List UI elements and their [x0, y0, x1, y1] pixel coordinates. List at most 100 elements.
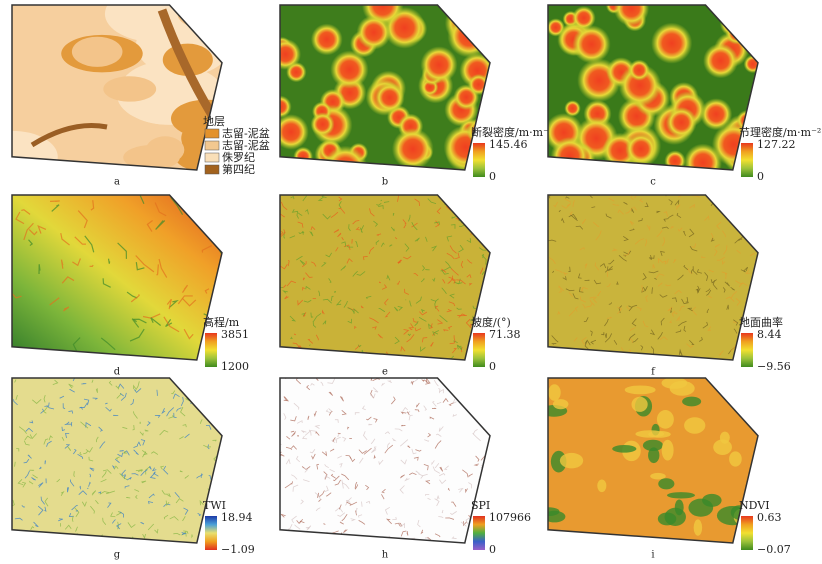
texture — [358, 449, 367, 454]
texture — [465, 195, 471, 202]
texture — [446, 309, 453, 313]
texture — [139, 421, 141, 424]
texture — [458, 313, 466, 318]
texture — [291, 474, 298, 480]
texture — [568, 266, 571, 272]
density-blob — [618, 63, 662, 107]
texture — [386, 274, 391, 281]
texture — [280, 213, 285, 218]
texture — [123, 450, 130, 456]
texture — [548, 239, 557, 242]
vegetation — [688, 498, 714, 517]
texture — [432, 332, 436, 336]
map-outline — [547, 194, 759, 361]
texture — [315, 507, 321, 512]
map-outline — [11, 4, 223, 171]
texture — [672, 312, 678, 315]
texture — [706, 289, 712, 296]
valley — [51, 204, 60, 212]
texture — [628, 333, 636, 341]
texture — [735, 358, 741, 360]
texture — [584, 263, 588, 269]
texture — [381, 284, 388, 290]
texture — [309, 231, 314, 237]
texture — [453, 198, 461, 206]
texture — [411, 448, 417, 455]
texture — [678, 348, 682, 356]
texture — [456, 307, 462, 310]
texture — [392, 438, 397, 442]
texture — [462, 521, 467, 527]
texture — [147, 523, 154, 531]
texture — [465, 318, 472, 328]
texture — [620, 347, 624, 352]
texture — [431, 460, 435, 466]
texture — [305, 272, 313, 278]
texture — [452, 414, 457, 417]
texture — [450, 224, 456, 229]
texture — [383, 201, 390, 204]
density-blob — [731, 5, 752, 16]
texture — [381, 494, 385, 500]
texture — [441, 287, 447, 294]
texture — [110, 512, 116, 518]
texture — [650, 346, 655, 354]
texture — [749, 252, 756, 257]
texture — [282, 290, 288, 294]
texture — [466, 238, 472, 244]
texture — [702, 321, 709, 329]
texture — [674, 199, 680, 206]
texture — [409, 472, 417, 476]
texture — [747, 200, 751, 203]
texture — [592, 221, 600, 227]
texture — [735, 280, 743, 285]
texture — [408, 414, 413, 421]
texture — [617, 306, 623, 315]
texture — [472, 433, 481, 442]
texture — [339, 396, 344, 402]
texture — [49, 540, 53, 543]
texture — [430, 298, 439, 302]
texture — [74, 507, 80, 517]
texture — [32, 474, 38, 479]
texture — [341, 479, 344, 489]
texture — [584, 341, 590, 351]
texture — [622, 235, 629, 242]
texture — [548, 257, 556, 265]
texture — [561, 217, 565, 224]
panel-label: d — [114, 367, 121, 378]
texture — [728, 196, 734, 202]
texture — [476, 224, 487, 229]
texture — [355, 241, 358, 248]
texture — [173, 532, 181, 536]
texture — [347, 318, 352, 324]
texture — [219, 402, 222, 409]
color-bar — [741, 143, 753, 177]
legend-min: 0 — [757, 170, 764, 183]
texture — [441, 270, 449, 275]
texture — [339, 359, 343, 360]
texture — [415, 470, 420, 474]
vegetation — [548, 510, 566, 523]
texture — [572, 293, 579, 300]
valley — [170, 196, 184, 215]
texture — [427, 433, 432, 438]
texture — [720, 195, 723, 199]
legend-title: NDVI — [739, 499, 770, 512]
vegetation — [693, 519, 703, 536]
texture — [168, 415, 174, 419]
texture — [551, 335, 559, 343]
texture — [347, 426, 350, 430]
texture — [466, 259, 473, 264]
texture — [669, 320, 672, 324]
texture — [345, 455, 352, 460]
texture — [730, 286, 735, 291]
texture — [174, 491, 180, 499]
texture — [575, 225, 584, 230]
texture — [435, 433, 442, 437]
texture — [296, 420, 303, 424]
map-panel — [12, 5, 222, 170]
texture — [572, 200, 575, 207]
legend-title: 断裂密度/m·m⁻² — [471, 125, 553, 139]
texture — [118, 383, 125, 389]
